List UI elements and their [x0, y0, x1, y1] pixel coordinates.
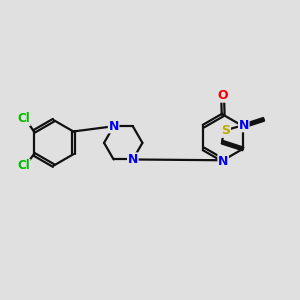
Text: N: N	[238, 119, 249, 132]
Text: N: N	[218, 155, 228, 168]
Text: O: O	[218, 89, 228, 102]
Text: S: S	[221, 124, 230, 137]
Text: N: N	[109, 120, 119, 133]
Text: N: N	[128, 153, 138, 166]
Text: Cl: Cl	[17, 112, 30, 125]
Text: Cl: Cl	[17, 159, 30, 172]
